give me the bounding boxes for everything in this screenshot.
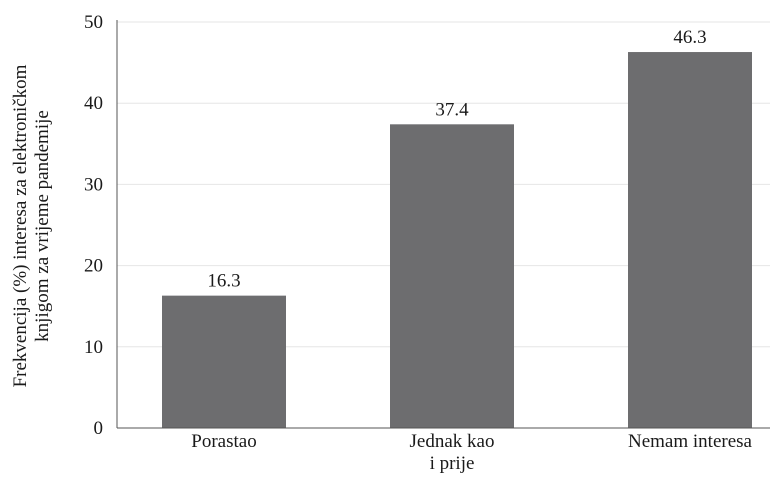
labels: 0 10 20 30 40 50 16.3 Porastao 37.4 Jednak kao i p… (10, 12, 753, 474)
data-label: 37.4 (435, 99, 469, 120)
y-tick-label: 40 (84, 93, 103, 114)
bars (162, 52, 752, 428)
data-label: 46.3 (673, 27, 706, 48)
data-label: 16.3 (207, 271, 240, 292)
axes (116, 20, 770, 429)
y-tick-label: 0 (94, 418, 104, 439)
x-tick-label: Jednak kao i prije (410, 431, 495, 474)
y-tick-label: 30 (84, 174, 103, 195)
y-axis-title: Frekvencija (%) interesa za elektroničko… (10, 64, 53, 387)
y-tick-label: 20 (84, 256, 103, 277)
bar (162, 295, 286, 428)
x-tick-label: Porastao (191, 431, 256, 452)
y-tick-label: 50 (84, 12, 103, 33)
bar (628, 52, 752, 428)
bar (390, 124, 514, 428)
x-tick-label: Nemam interesa (628, 431, 753, 452)
y-tick-label: 10 (84, 337, 103, 358)
